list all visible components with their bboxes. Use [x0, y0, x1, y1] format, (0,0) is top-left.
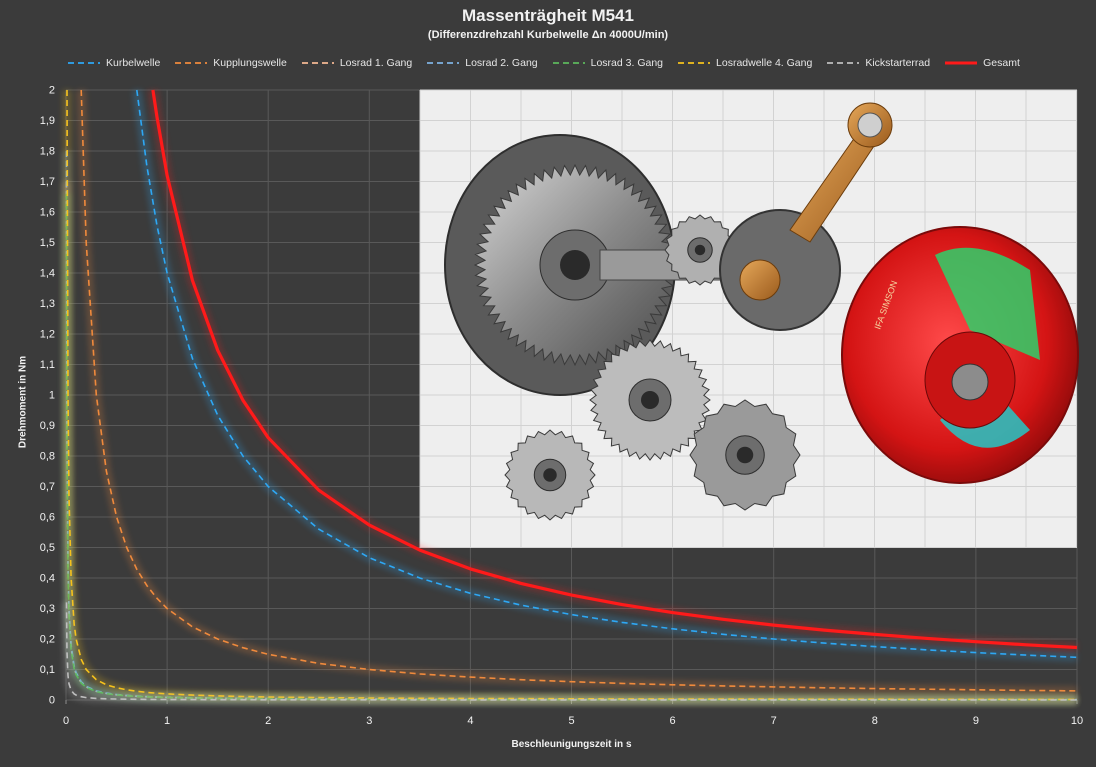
y-tick-label: 2: [49, 85, 55, 97]
legend-label: Kurbelwelle: [106, 57, 161, 69]
small-gear-a: [664, 214, 736, 286]
x-tick-label: 4: [467, 715, 473, 727]
pinion-gear: [504, 429, 596, 521]
y-tick-label: 1,3: [40, 298, 55, 310]
series-line: [151, 89, 1078, 650]
legend-item: Kupplungswelle: [173, 57, 287, 69]
x-tick-label: 0: [63, 715, 69, 727]
chart-title: Massenträgheit M541: [462, 6, 634, 25]
y-tick-label: 0: [49, 695, 55, 707]
y-tick-label: 0,2: [40, 634, 55, 646]
y-axis-title-wrap: Drehmoment in Nm: [16, 356, 30, 448]
chart-legend: Kurbelwelle Kupplungswelle Losrad 1. Gang L…: [66, 57, 1033, 69]
sprocket: [689, 399, 801, 511]
legend-swatch: [427, 62, 460, 64]
legend-swatch: [175, 62, 208, 64]
legend-swatch: [552, 62, 585, 64]
y-tick-label: 0,1: [40, 664, 55, 676]
y-tick-label: 1: [49, 390, 55, 402]
series-line: [65, 602, 1078, 701]
x-axis-title: Beschleunigungszeit in s: [511, 739, 632, 750]
x-tick-label: 8: [872, 715, 878, 727]
axis-tick-labels: 0 0,1 0,2 0,3 0,4 0,5 0,6 0,7 0,8 0,9 1 1,1 1,2 1,3 1,…: [40, 85, 1083, 728]
flywheel-nut: [951, 363, 989, 401]
y-tick-label: 0,8: [40, 451, 55, 463]
series-gesamt: [147, 89, 1078, 653]
y-tick-label: 0,6: [40, 512, 55, 524]
series-kupplungswelle: [76, 89, 1078, 696]
x-tick-label: 10: [1071, 715, 1083, 727]
legend-swatch: [945, 61, 978, 65]
y-axis-title: Drehmoment in Nm: [17, 355, 29, 449]
legend-label: Gesamt: [983, 57, 1020, 69]
legend-swatch: [827, 62, 860, 64]
crank-bearing: [739, 259, 781, 301]
legend-item: Losradwelle 4. Gang: [676, 57, 812, 69]
y-tick-label: 1,1: [40, 359, 55, 371]
x-tick-label: 5: [568, 715, 574, 727]
series-line: [80, 89, 1078, 692]
stator-green: [935, 247, 1040, 360]
series-layer: [62, 89, 1078, 705]
legend-label: Losradwelle 4. Gang: [716, 57, 813, 69]
legend-item: Losrad 1. Gang: [300, 57, 412, 69]
legend-label: Losrad 3. Gang: [590, 57, 664, 69]
y-tick-label: 1,5: [40, 237, 55, 249]
x-tick-label: 9: [973, 715, 979, 727]
y-tick-label: 0,7: [40, 481, 55, 493]
legend-item: Kurbelwelle: [66, 57, 160, 69]
legend-label: Kupplungswelle: [213, 57, 287, 69]
gear-cluster: [589, 339, 711, 461]
y-tick-label: 0,5: [40, 542, 55, 554]
crank-web: [719, 209, 841, 331]
y-tick-label: 1,2: [40, 329, 55, 341]
x-tick-label: 1: [164, 715, 170, 727]
y-tick-label: 1,8: [40, 146, 55, 158]
x-tick-label: 6: [670, 715, 676, 727]
x-tick-label: 7: [771, 715, 777, 727]
y-tick-label: 0,9: [40, 420, 55, 432]
drivetrain-image: IFA SIMSON: [419, 89, 1079, 548]
y-tick-label: 0,4: [40, 573, 55, 585]
legend-item: Losrad 3. Gang: [551, 57, 663, 69]
piston-pin-bearing: [857, 112, 883, 138]
y-tick-label: 1,9: [40, 115, 55, 127]
legend-swatch: [68, 62, 100, 64]
legend-swatch: [678, 62, 711, 64]
legend-label: Losrad 1. Gang: [339, 57, 413, 69]
chart-subtitle: (Differenzdrehzahl Kurbelwelle Δn 4000U/…: [427, 29, 669, 41]
y-tick-label: 1,6: [40, 207, 55, 219]
x-tick-label: 3: [366, 715, 372, 727]
x-tick-label: 2: [265, 715, 271, 727]
y-tick-label: 1,4: [40, 268, 55, 280]
series-line: [136, 89, 1078, 659]
legend-item: Gesamt: [943, 57, 1020, 69]
y-tick-label: 1,7: [40, 176, 55, 188]
legend-item: Kickstarterrad: [825, 57, 930, 69]
legend-label: Losrad 2. Gang: [465, 57, 538, 69]
legend-label: Kickstarterrad: [865, 57, 931, 69]
y-tick-label: 0,3: [40, 603, 55, 615]
legend-item: Losrad 2. Gang: [425, 57, 538, 69]
series-kurbelwelle: [132, 89, 1078, 662]
series-kickstarterrad: [62, 602, 1078, 705]
legend-swatch: [301, 62, 334, 64]
